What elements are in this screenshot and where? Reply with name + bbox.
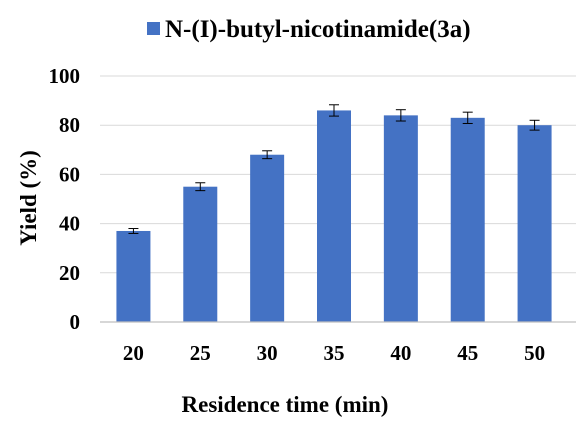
y-axis-title: Yield (%) [16,150,41,246]
y-tick-label: 40 [59,212,80,236]
bar [317,110,351,322]
bar [183,186,218,322]
x-axis-title: Residence time (min) [182,392,389,417]
x-tick-label: 50 [524,341,545,365]
y-tick-label: 80 [59,113,80,137]
y-tick-label: 100 [49,64,81,88]
legend-label: N-(I)-butyl-nicotinamide(3a) [165,16,471,43]
bar [383,115,418,322]
error-bars [128,104,540,234]
y-tick-labels: 0 20 40 60 80 100 [49,64,81,334]
bar [450,117,485,322]
x-tick-label: 20 [123,341,144,365]
bars [116,110,552,322]
legend-swatch [147,22,160,35]
y-tick-label: 20 [59,261,80,285]
bar [517,125,552,322]
bar [250,154,285,322]
x-tick-labels: 20 25 30 35 40 45 50 [123,341,545,365]
x-tick-label: 30 [257,341,278,365]
y-tick-label: 0 [70,310,81,334]
y-tick-label: 60 [59,162,80,186]
x-tick-label: 40 [390,341,411,365]
x-tick-label: 25 [190,341,211,365]
x-tick-label: 35 [324,341,345,365]
x-tick-label: 45 [457,341,478,365]
legend: N-(I)-butyl-nicotinamide(3a) [147,16,471,43]
bar [116,230,151,322]
